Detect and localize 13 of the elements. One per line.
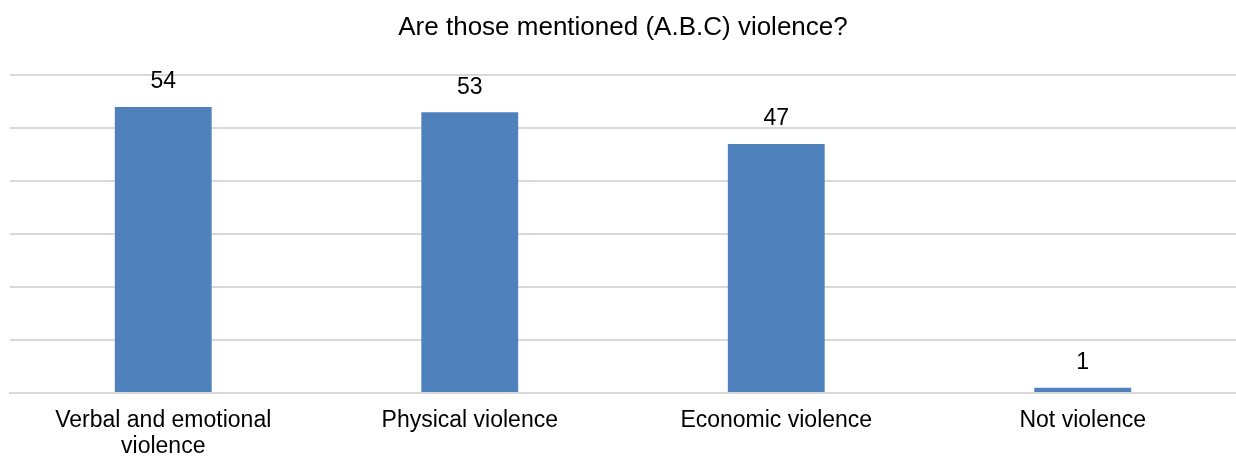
data-label: 53 [456,72,483,99]
x-tick-label: Not violence [1019,405,1147,432]
bar [114,106,212,392]
chart-title: Are those mentioned (A.B.C) violence? [398,10,848,41]
bar [1034,387,1132,392]
data-label: 47 [763,104,790,131]
data-label: 1 [1076,348,1090,375]
x-tick-label: Physical violence [381,405,558,432]
data-label: 54 [150,67,177,94]
x-tick-label: Verbal and emotional violence [55,405,272,459]
bar [727,144,825,392]
x-tick-label: Economic violence [680,405,873,432]
bar [421,112,519,392]
